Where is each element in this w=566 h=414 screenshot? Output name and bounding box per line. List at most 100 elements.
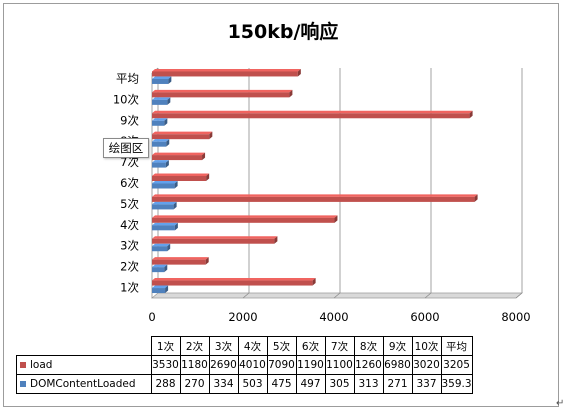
bar-domcontentloaded-top (152, 202, 177, 205)
data-table-header-cell: 7次 (325, 337, 354, 356)
bar-load-top (152, 69, 301, 72)
bar-load[interactable] (152, 134, 209, 139)
data-table-row-domcontentloaded: DOMContentLoaded 288 270 334 503 475 497 305 31… (17, 375, 473, 394)
bar-domcontentloaded[interactable] (152, 163, 166, 168)
data-table-cell: 7090 (267, 356, 296, 375)
bar-domcontentloaded-top (152, 244, 170, 247)
data-table-corner (17, 337, 152, 356)
data-table-cell: 497 (296, 375, 325, 394)
data-table-cell: 475 (267, 375, 296, 394)
bar-domcontentloaded[interactable] (152, 184, 175, 189)
data-table-cell: 305 (325, 375, 354, 394)
bar-load[interactable] (152, 239, 274, 244)
bar-domcontentloaded[interactable] (152, 100, 167, 105)
y-tick-label: 1次 (120, 281, 139, 295)
data-table-cell: 1260 (354, 356, 383, 375)
data-table-header-cell: 5次 (267, 337, 296, 356)
bar-load[interactable] (152, 197, 475, 202)
bar-domcontentloaded[interactable] (152, 204, 174, 209)
load-series-name: load (30, 359, 52, 371)
bar-load-top (152, 257, 209, 260)
plot-area-tooltip: 绘图区 (103, 138, 149, 158)
bar-load-top (152, 174, 209, 177)
data-table-header-cell: 2次 (180, 337, 209, 356)
data-table-cell: 271 (383, 375, 412, 394)
bar-load-top (152, 132, 212, 135)
data-table-cell: 313 (354, 375, 383, 394)
x-tick-label: 8000 (501, 310, 530, 324)
data-table-cell: 359.3 (441, 375, 472, 394)
bar-domcontentloaded[interactable] (152, 288, 165, 293)
paragraph-mark: ↵ (556, 398, 564, 409)
data-table-header-cell: 10次 (412, 337, 441, 356)
bar-domcontentloaded-top (152, 181, 178, 184)
bar-domcontentloaded-top (152, 139, 169, 142)
y-tick-label: 4次 (120, 218, 139, 232)
domcontentloaded-legend-key (20, 381, 26, 387)
data-table-cell: 4010 (238, 356, 267, 375)
bar-load[interactable] (152, 92, 289, 97)
bar-load-top (152, 90, 292, 93)
x-tick-label: 2000 (228, 310, 257, 324)
bar-domcontentloaded-top (152, 76, 171, 79)
bar-load[interactable] (152, 281, 313, 286)
data-table-cell: 288 (151, 375, 180, 394)
data-table-cell: 337 (412, 375, 441, 394)
bar-domcontentloaded-top (152, 97, 170, 100)
y-tick-label: 5次 (120, 197, 139, 211)
data-table-cell: 503 (238, 375, 267, 394)
data-table-cell: 3530 (151, 356, 180, 375)
bar-load[interactable] (152, 113, 470, 118)
data-table-cell: 1100 (325, 356, 354, 375)
y-tick-label: 2次 (120, 260, 139, 274)
bar-load[interactable] (152, 176, 206, 181)
bar-load-top (152, 153, 205, 156)
data-table-header-row: 1次 2次 3次 4次 5次 6次 7次 8次 9次 10次 平均 (17, 337, 473, 356)
bar-domcontentloaded[interactable] (152, 246, 167, 251)
bar-domcontentloaded[interactable] (152, 121, 164, 126)
data-table-cell: 2690 (209, 356, 238, 375)
bar-load-top (152, 215, 337, 218)
data-table-cell: 3205 (441, 356, 472, 375)
data-table-header-cell: 平均 (441, 337, 472, 356)
domcontentloaded-series-name: DOMContentLoaded (30, 378, 135, 390)
data-table-cell: 6980 (383, 356, 412, 375)
y-tick-label: 6次 (120, 176, 139, 190)
data-table: 1次 2次 3次 4次 5次 6次 7次 8次 9次 10次 平均 load 3530 1180 269… (16, 336, 473, 394)
data-table-cell: 3020 (412, 356, 441, 375)
data-table-cell: 270 (180, 375, 209, 394)
load-legend-key (20, 362, 26, 368)
bar-load[interactable] (152, 260, 206, 265)
y-tick-label: 平均 (116, 71, 139, 85)
data-table-cell: 334 (209, 375, 238, 394)
bar-domcontentloaded[interactable] (152, 225, 175, 230)
data-table-header-cell: 4次 (238, 337, 267, 356)
data-table-header-cell: 3次 (209, 337, 238, 356)
y-tick-label: 10次 (113, 92, 140, 106)
data-table-cell: 1190 (296, 356, 325, 375)
data-table-header-cell: 1次 (151, 337, 180, 356)
bar-domcontentloaded[interactable] (152, 267, 164, 272)
x-tick-label: 0 (148, 310, 155, 324)
data-table-row-load: load 3530 1180 2690 4010 7090 1190 1100 1260 698… (17, 356, 473, 375)
data-table-header-cell: 9次 (383, 337, 412, 356)
data-table-cell: 1180 (180, 356, 209, 375)
bar-load-top (152, 111, 473, 114)
bar-domcontentloaded[interactable] (152, 142, 166, 147)
data-table-header-cell: 6次 (296, 337, 325, 356)
bar-load-top (152, 194, 478, 197)
bar-load[interactable] (152, 71, 298, 76)
bar-load[interactable] (152, 155, 202, 160)
bar-domcontentloaded-top (152, 223, 178, 226)
bar-load-top (152, 278, 316, 281)
data-table-row-label: DOMContentLoaded (17, 375, 152, 394)
bar-domcontentloaded[interactable] (152, 79, 168, 84)
x-tick-label: 6000 (410, 310, 439, 324)
data-table-row-label: load (17, 356, 152, 375)
bar-load[interactable] (152, 218, 334, 223)
y-tick-label: 3次 (120, 239, 139, 253)
y-tick-label: 9次 (120, 113, 139, 127)
bar-load-top (152, 236, 277, 239)
x-tick-label: 4000 (319, 310, 348, 324)
data-table-header-cell: 8次 (354, 337, 383, 356)
